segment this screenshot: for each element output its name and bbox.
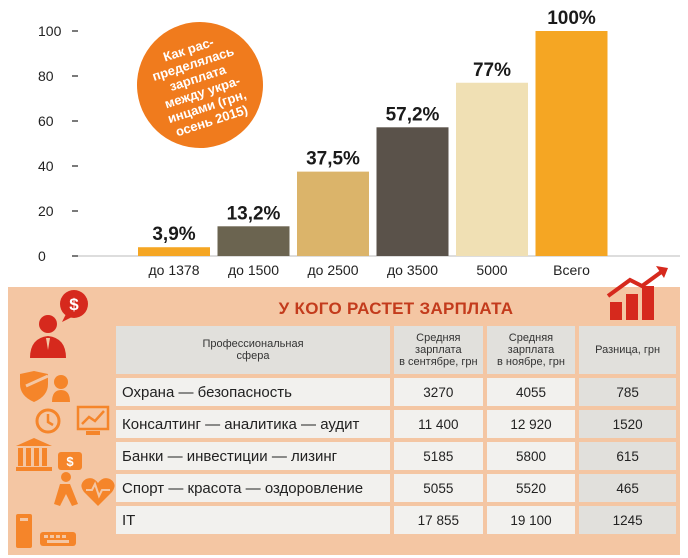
row-difference: 1520 [579, 410, 676, 438]
table-row: Консалтинг — аналитика — аудит 11 400 12… [116, 410, 676, 438]
header-sphere: Профессиональная сфера [116, 326, 390, 374]
bar [535, 31, 608, 256]
data-label: 37,5% [306, 149, 360, 170]
row-september: 11 400 [394, 410, 483, 438]
data-labels: 3,9% 13,2% 37,5% 57,2% 77% 100% [152, 8, 596, 245]
table-header-row: Профессиональная сфера Средняя зарплата … [116, 326, 676, 374]
row-sphere: IT [116, 506, 390, 534]
bar [456, 82, 528, 256]
computer-it-icon [16, 514, 76, 548]
header-september: Средняя зарплата в сентябре, грн [394, 326, 483, 374]
x-tick-label: до 1378 [149, 262, 200, 278]
bank-building-icon: $ [16, 438, 82, 471]
table-title: У КОГО РАСТЕТ ЗАРПЛАТА [278, 299, 514, 318]
x-tick-label: до 1500 [228, 262, 279, 278]
svg-text:$: $ [66, 454, 74, 469]
x-tick-label: до 2500 [308, 262, 359, 278]
row-sphere: Охрана — безопасность [116, 378, 390, 406]
bar-chart: 0 20 40 60 80 100 до 1378 до 1500 до 2500 до 350… [38, 8, 680, 278]
row-sphere: Спорт — красота — оздоровление [116, 474, 390, 502]
row-sphere: Консалтинг — аналитика — аудит [116, 410, 390, 438]
growth-chart-icon [606, 266, 668, 320]
manager-dollar-icon: $ [30, 290, 88, 358]
bar [138, 247, 210, 256]
row-september: 5055 [394, 474, 483, 502]
bar [376, 127, 449, 256]
row-november: 12 920 [486, 410, 576, 438]
row-november: 19 100 [486, 506, 576, 534]
data-label: 77% [473, 60, 511, 81]
security-shield-icon [20, 371, 70, 402]
x-tick-label: до 3500 [387, 262, 438, 278]
row-november: 5800 [486, 442, 576, 470]
salary-table: Профессиональная сфера Средняя зарплата … [112, 322, 680, 538]
row-september: 17 855 [394, 506, 483, 534]
x-labels: до 1378 до 1500 до 2500 до 3500 5000 Всего [149, 262, 591, 278]
y-tick-label: 0 [38, 248, 46, 264]
row-difference: 465 [579, 474, 676, 502]
bar [297, 171, 369, 256]
row-difference: 785 [579, 378, 676, 406]
x-tick-label: Всего [553, 262, 590, 278]
row-sphere: Банки — инвестиции — лизинг [116, 442, 390, 470]
row-difference: 615 [579, 442, 676, 470]
table-row: IT 17 855 19 100 1245 [116, 506, 676, 534]
consulting-analytics-icon [35, 405, 110, 435]
table-row: Банки — инвестиции — лизинг 5185 5800 61… [116, 442, 676, 470]
header-november: Средняя зарплата в ноябре, грн [486, 326, 576, 374]
table-row: Спорт — красота — оздоровление 5055 5520… [116, 474, 676, 502]
data-label: 3,9% [152, 224, 195, 245]
data-label: 13,2% [227, 203, 281, 224]
header-difference: Разница, грн [579, 326, 676, 374]
y-tick-label: 80 [38, 68, 54, 84]
row-september: 3270 [394, 378, 483, 406]
y-tick-label: 40 [38, 158, 54, 174]
sport-heart-icon [54, 472, 115, 506]
bar [217, 226, 290, 256]
data-label: 100% [547, 8, 596, 29]
bars [138, 31, 608, 256]
row-difference: 1245 [579, 506, 676, 534]
data-label: 57,2% [386, 104, 440, 125]
row-september: 5185 [394, 442, 483, 470]
row-november: 4055 [486, 378, 576, 406]
y-tick-label: 100 [38, 23, 62, 39]
svg-text:$: $ [69, 295, 79, 314]
row-november: 5520 [486, 474, 576, 502]
table-header-bar: У КОГО РАСТЕТ ЗАРПЛАТА [112, 296, 680, 322]
x-tick-label: 5000 [476, 262, 507, 278]
table-row: Охрана — безопасность 3270 4055 785 [116, 378, 676, 406]
y-tick-label: 60 [38, 113, 54, 129]
y-tick-label: 20 [38, 203, 54, 219]
